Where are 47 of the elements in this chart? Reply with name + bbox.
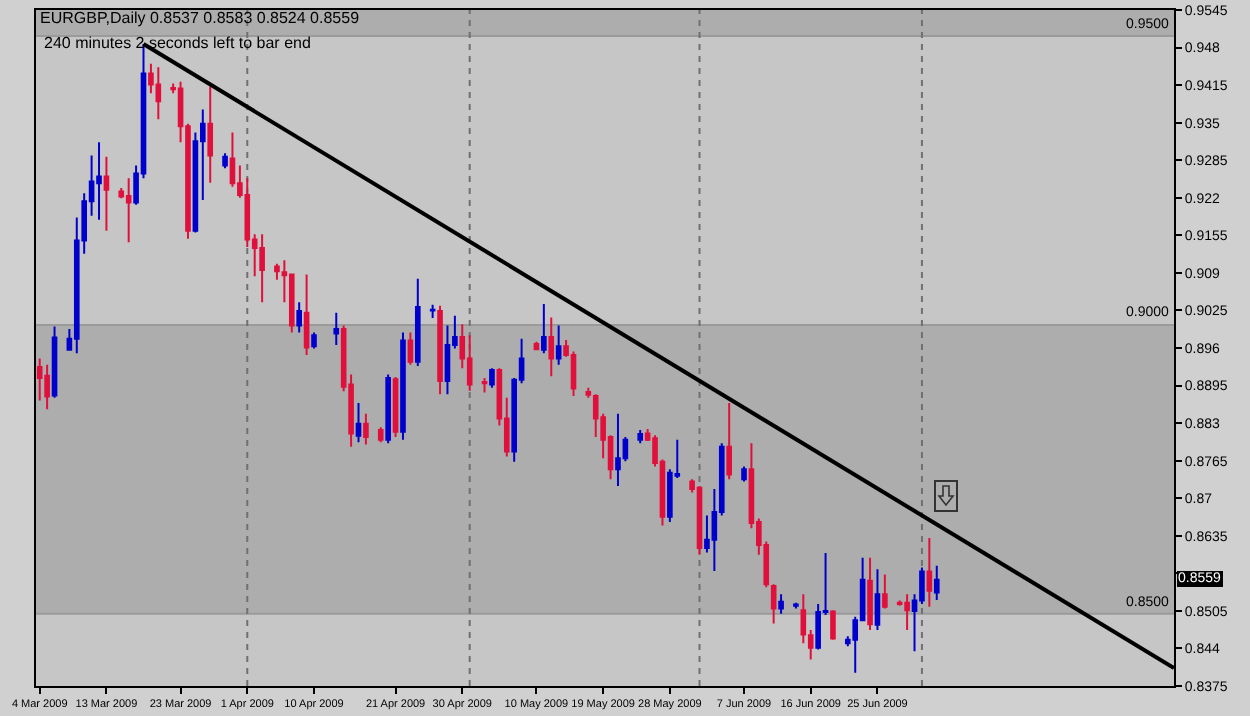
candlestick [874, 568, 881, 631]
candlestick [259, 233, 265, 304]
candlestick [155, 66, 162, 121]
candlestick [926, 537, 933, 608]
candlestick [830, 609, 836, 641]
candlestick [615, 412, 621, 488]
candlestick [392, 375, 399, 438]
candlestick [637, 429, 644, 445]
candlestick [555, 324, 562, 366]
candlestick [44, 363, 50, 411]
candlestick [741, 465, 747, 483]
candlestick [96, 141, 102, 221]
candlestick [489, 367, 495, 389]
candlestick [867, 556, 873, 631]
candlestick [770, 583, 777, 625]
candlestick [400, 331, 406, 441]
candlestick [355, 401, 362, 444]
candlestick [548, 316, 555, 378]
candlestick [882, 573, 888, 610]
candlestick [407, 331, 414, 366]
text: 240 minutes 2 seconds left to bar end [44, 34, 311, 52]
candlestick [303, 273, 310, 356]
candlestick [541, 303, 547, 355]
candlestick [207, 85, 214, 184]
candlestick [333, 311, 340, 347]
candlestick [125, 177, 132, 244]
candlestick [311, 331, 317, 350]
candlestick [296, 301, 302, 334]
chart-title: EURGBP,Daily 0.8537 0.8583 0.8524 0.8559 [40, 9, 361, 28]
candlestick [36, 357, 43, 402]
candlestick [481, 377, 488, 394]
candlestick [222, 152, 228, 170]
candlestick [377, 426, 384, 444]
candlestick [793, 601, 799, 610]
candlestick [429, 303, 436, 319]
candlestick [363, 412, 369, 446]
candlestick [437, 304, 443, 396]
candlestick [778, 593, 784, 615]
candlestick [385, 373, 391, 445]
candlestick [933, 564, 940, 601]
candlestick [904, 593, 910, 631]
candlestick [103, 155, 110, 232]
candlestick [726, 401, 732, 481]
candlestick [414, 277, 421, 367]
candlestick [444, 324, 451, 396]
candlestick [696, 485, 703, 556]
candlestick [51, 325, 58, 399]
